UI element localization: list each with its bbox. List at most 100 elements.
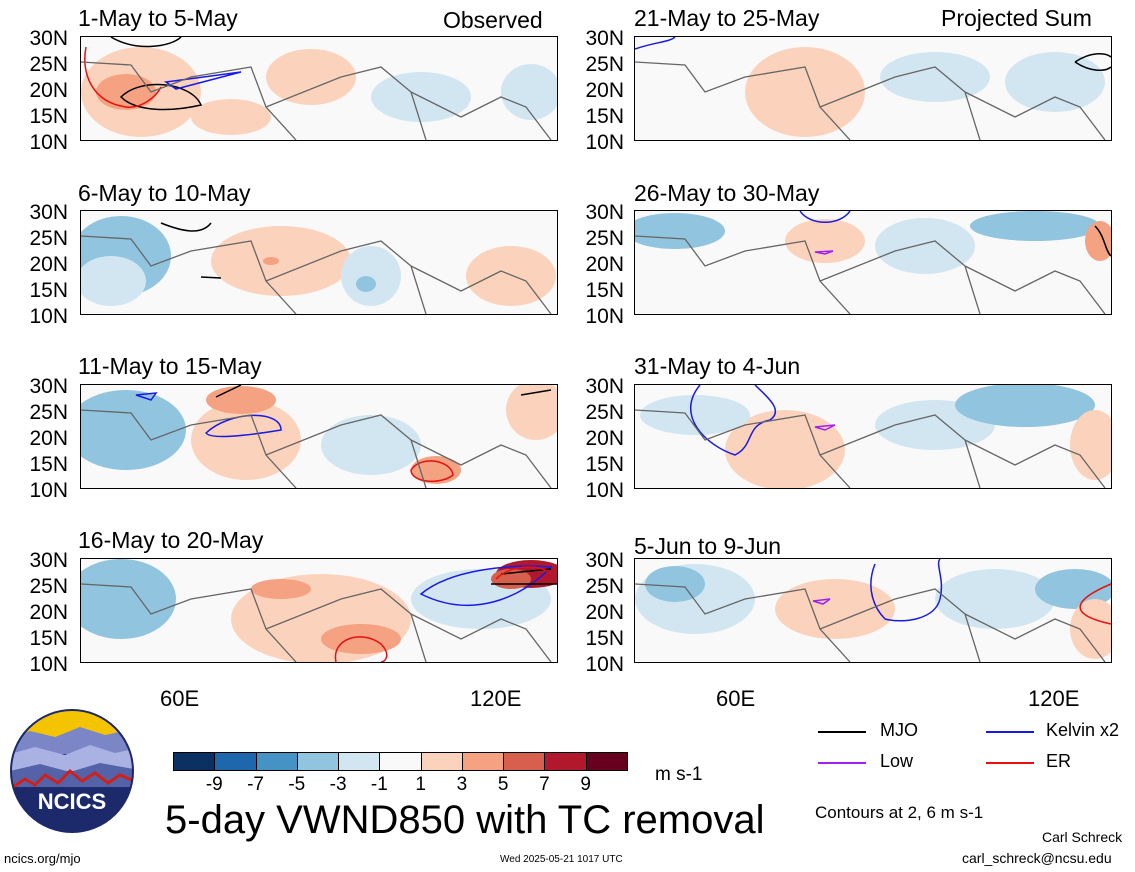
y-tick-label: 15N (585, 279, 624, 302)
y-tick-label: 15N (29, 627, 68, 650)
colorbar-tick-label: 1 (415, 774, 426, 795)
y-tick-label: 30N (585, 201, 624, 224)
y-tick-label: 25N (29, 53, 68, 76)
colorbar-tick-label: -9 (205, 774, 223, 795)
y-tick-label: 20N (585, 427, 624, 450)
y-tick-label: 30N (29, 201, 68, 224)
map-panel (80, 558, 558, 663)
main-title: 5-day VWND850 with TC removal (165, 798, 765, 842)
panel-title: 6-May to 10-May (78, 180, 251, 206)
map-panel (80, 384, 558, 489)
map-panel (80, 210, 558, 315)
y-tick-label: 10N (29, 653, 68, 676)
site-link[interactable]: ncics.org/mjo (4, 851, 81, 866)
legend-mjo-label: MJO (880, 720, 918, 740)
y-tick-label: 20N (585, 79, 624, 102)
author: Carl Schreck (1042, 829, 1123, 845)
y-tick-label: 20N (29, 253, 68, 276)
y-tick-label: 30N (29, 375, 68, 398)
map-panel (634, 384, 1112, 489)
x-tick-label: 60E (716, 686, 756, 711)
legend-kelvin-line (986, 731, 1034, 733)
colorbar-tick-label: 7 (539, 774, 550, 795)
y-tick-label: 15N (585, 105, 624, 128)
colorbar-swatch (420, 752, 463, 771)
colorbar-swatch (255, 752, 298, 771)
map-panel (634, 36, 1112, 141)
y-tick-label: 25N (585, 227, 624, 250)
y-tick-label: 20N (585, 601, 624, 624)
y-tick-label: 30N (585, 549, 624, 572)
y-tick-label: 25N (29, 575, 68, 598)
colorbar-tick-label: 9 (580, 774, 591, 795)
observed-label: Observed (443, 7, 543, 33)
y-tick-label: 20N (29, 79, 68, 102)
x-tick-label: 60E (160, 686, 200, 711)
y-tick-label: 20N (29, 427, 68, 450)
colorbar-units: m s-1 (655, 764, 703, 785)
logo-text: NCICS (37, 789, 107, 814)
panel-title: 31-May to 4-Jun (634, 353, 801, 379)
colorbar-tick-label: -1 (370, 774, 388, 795)
y-tick-label: 25N (585, 401, 624, 424)
y-tick-label: 30N (585, 27, 624, 50)
timestamp: Wed 2025-05-21 1017 UTC (500, 854, 623, 865)
x-tick-label: 120E (470, 686, 522, 711)
panel-title: 21-May to 25-May (634, 5, 820, 31)
y-tick-label: 20N (29, 601, 68, 624)
y-tick-label: 30N (585, 375, 624, 398)
colorbar-tick-label: -7 (247, 774, 264, 795)
y-tick-label: 25N (585, 575, 624, 598)
panel-title: 1-May to 5-May (78, 5, 238, 31)
y-tick-label: 25N (585, 53, 624, 76)
colorbar-swatch (338, 752, 381, 771)
y-tick-label: 20N (585, 253, 624, 276)
y-tick-label: 30N (29, 549, 68, 572)
y-tick-label: 10N (29, 305, 68, 328)
y-tick-label: 15N (585, 453, 624, 476)
y-tick-label: 15N (29, 279, 68, 302)
ncics-logo: NCICS (10, 709, 134, 833)
colorbar-labels: -9 -7 -5 -3 -1 1 3 5 7 9 (173, 772, 627, 796)
map-panel (634, 210, 1112, 315)
y-tick-label: 25N (29, 227, 68, 250)
y-tick-label: 10N (29, 479, 68, 502)
map-panel (80, 36, 558, 141)
y-tick-label: 15N (29, 453, 68, 476)
panel-title: 16-May to 20-May (78, 527, 264, 553)
contours-note: Contours at 2, 6 m s-1 (815, 803, 984, 822)
colorbar-tick-label: 5 (497, 774, 509, 795)
colorbar-swatch (585, 752, 628, 771)
panel-title: 11-May to 15-May (78, 353, 262, 379)
y-tick-label: 25N (29, 401, 68, 424)
y-tick-label: 10N (585, 131, 624, 154)
author-email[interactable]: carl_schreck@ncsu.edu (962, 850, 1112, 866)
colorbar-swatch (296, 752, 340, 771)
panel-title: 26-May to 30-May (634, 180, 820, 206)
x-tick-label: 120E (1028, 686, 1080, 711)
y-tick-label: 10N (585, 479, 624, 502)
y-tick-label: 10N (585, 305, 624, 328)
colorbar (173, 752, 628, 771)
colorbar-tick-label: -3 (329, 774, 347, 795)
colorbar-swatch (544, 752, 587, 771)
colorbar-swatch (173, 752, 216, 771)
colorbar-swatch (503, 752, 546, 771)
legend-low-line (818, 762, 866, 764)
colorbar-swatch (461, 752, 505, 771)
legend-mjo-line (818, 731, 866, 733)
legend-er-line (986, 762, 1034, 764)
y-tick-label: 10N (585, 653, 624, 676)
y-tick-label: 10N (29, 131, 68, 154)
legend-low-label: Low (880, 751, 914, 771)
colorbar-swatch (379, 752, 422, 771)
y-tick-label: 15N (29, 105, 68, 128)
colorbar-tick-label: 3 (456, 774, 468, 795)
panel-title: 5-Jun to 9-Jun (634, 533, 782, 559)
colorbar-tick-label: -5 (288, 774, 306, 795)
y-tick-label: 15N (585, 627, 624, 650)
projected-sum-label: Projected Sum (941, 5, 1092, 31)
colorbar-swatch (214, 752, 257, 771)
y-tick-label: 30N (29, 27, 68, 50)
legend-er-label: ER (1046, 751, 1072, 771)
